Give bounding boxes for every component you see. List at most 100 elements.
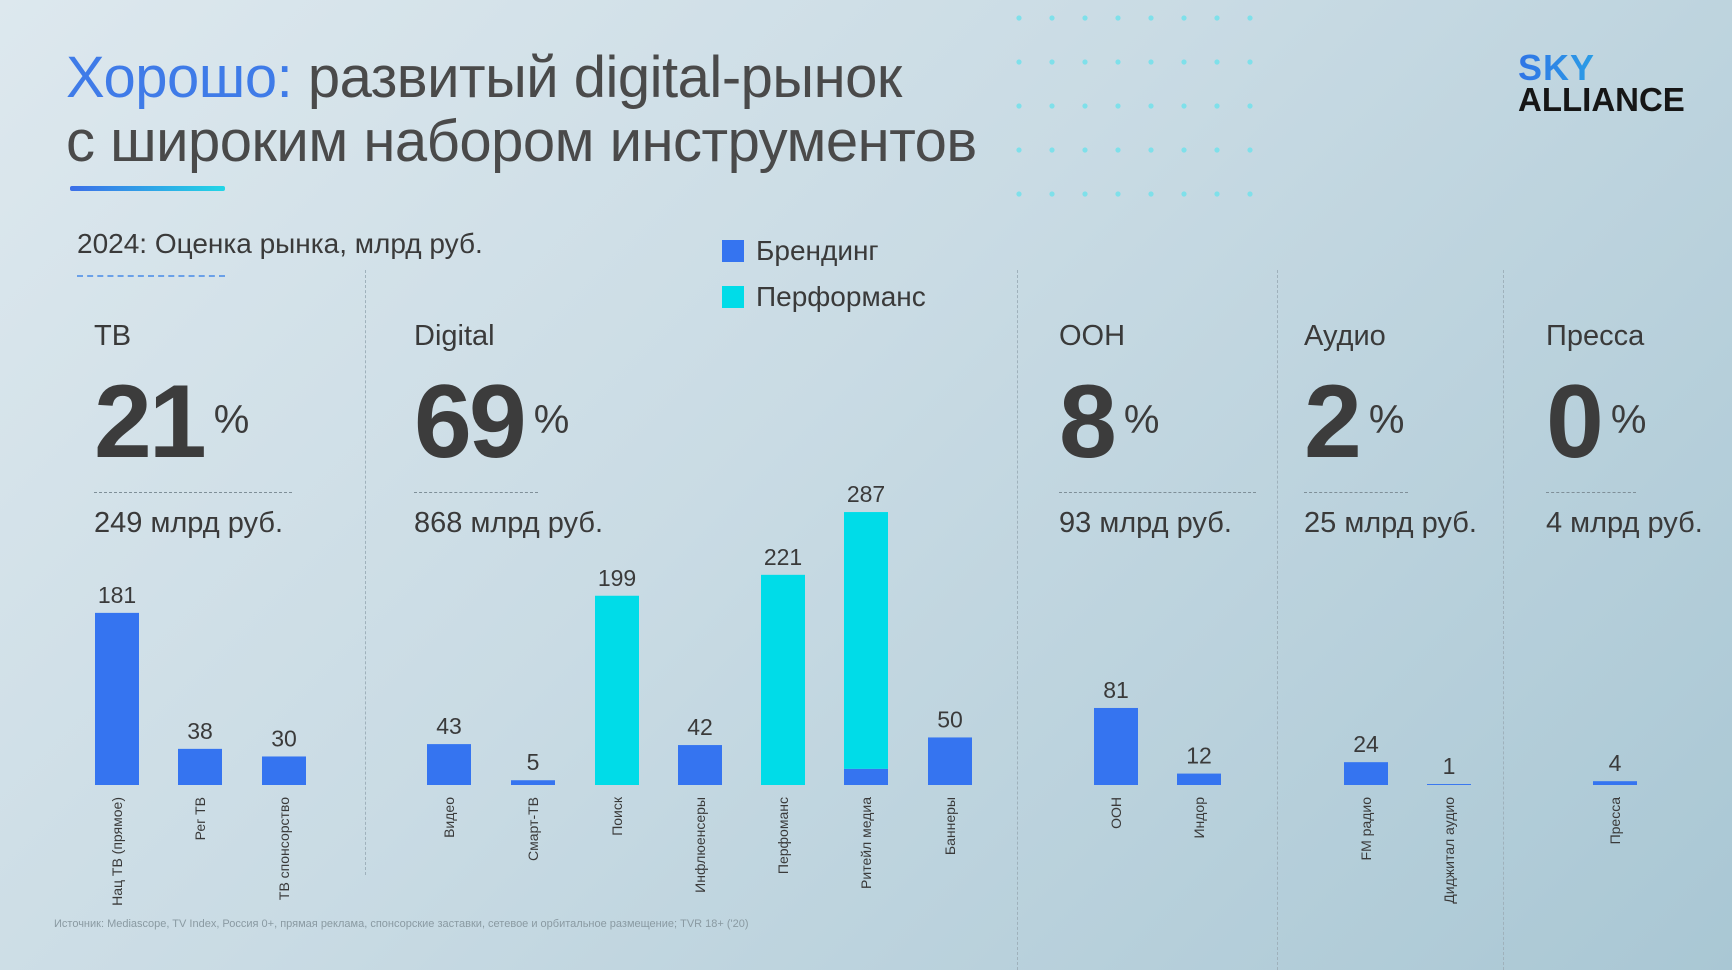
section-pct-sign-tv: % xyxy=(213,398,250,442)
bar-value-label: 38 xyxy=(187,718,213,744)
bar-performance xyxy=(761,574,805,785)
bar-value-label: 50 xyxy=(937,706,963,732)
section-pct-press: 0 xyxy=(1546,364,1604,480)
decor-dot xyxy=(1247,15,1253,21)
decor-dot xyxy=(1181,147,1187,153)
section-pct-sign-ooh: % xyxy=(1123,398,1160,442)
section-rule-audio xyxy=(1304,492,1408,493)
decor-dot xyxy=(1214,15,1220,21)
category-label: Поиск xyxy=(609,796,625,836)
category-label: Диджитал аудио xyxy=(1441,797,1457,904)
category-label: ООН xyxy=(1108,797,1124,829)
decorative-dot-grid xyxy=(1016,15,1253,197)
source-footnote: Источник: Mediascope, TV Index, Россия 0… xyxy=(54,918,749,930)
company-logo: SKY ALLIANCE xyxy=(1518,50,1693,118)
decor-dot xyxy=(1016,15,1022,21)
decor-dot xyxy=(1214,103,1220,109)
decor-dot xyxy=(1049,103,1055,109)
category-label: FM радио xyxy=(1358,797,1374,861)
logo-sky-text: SKY xyxy=(1518,50,1693,86)
section-total-audio: 25 млрд руб. xyxy=(1304,507,1477,539)
bar-branding xyxy=(1344,762,1388,785)
logo-alliance-text: ALLIANCE xyxy=(1518,81,1685,118)
chart-legend: Брендинг Перформанс xyxy=(722,228,926,320)
bar-branding xyxy=(844,768,888,785)
section-rule-press xyxy=(1546,492,1636,493)
decor-dot xyxy=(1016,59,1022,65)
section-audio: Аудио 2 % 25 млрд руб. xyxy=(1304,320,1477,540)
section-share-digital: 69 % xyxy=(414,364,603,480)
decor-dot xyxy=(1082,15,1088,21)
section-share-press: 0 % xyxy=(1546,364,1703,480)
section-rule-ooh xyxy=(1059,492,1256,493)
decor-dot xyxy=(1049,147,1055,153)
decor-dot xyxy=(1247,103,1253,109)
section-pct-sign-digital: % xyxy=(533,398,570,442)
legend-item-performance: Перформанс xyxy=(722,274,926,320)
title-line2: с широким набором инструментов xyxy=(66,109,977,174)
bar-branding xyxy=(95,612,139,785)
decor-dot xyxy=(1115,147,1121,153)
legend-label-branding: Брендинг xyxy=(756,235,879,266)
section-total-digital: 868 млрд руб. xyxy=(414,507,604,539)
section-press: Пресса 0 % 4 млрд руб. xyxy=(1546,320,1703,540)
decor-dot xyxy=(1148,103,1154,109)
decor-dot xyxy=(1247,191,1253,197)
title-accent: Хорошо: xyxy=(66,45,293,110)
section-divider-tv xyxy=(365,270,366,875)
category-label: Смарт-ТВ xyxy=(525,797,541,861)
bar-branding xyxy=(427,744,471,785)
decor-dot xyxy=(1214,191,1220,197)
decor-dot xyxy=(1082,147,1088,153)
decor-dot xyxy=(1181,59,1187,65)
decor-dot xyxy=(1148,191,1154,197)
category-label: Рег ТВ xyxy=(192,797,208,840)
section-total-tv: 249 млрд руб. xyxy=(94,507,284,539)
section-divider-audio xyxy=(1503,270,1504,970)
title-line1: развитый digital-рынок xyxy=(307,45,902,110)
decor-dot xyxy=(1016,147,1022,153)
decor-dot xyxy=(1115,15,1121,21)
bar-value-label: 5 xyxy=(527,749,540,775)
decor-dot xyxy=(1214,147,1220,153)
bar-value-label: 221 xyxy=(764,544,802,570)
decor-dot xyxy=(1016,191,1022,197)
category-label: Ритейл медиа xyxy=(858,797,874,889)
bar-value-label: 30 xyxy=(271,725,297,751)
category-label: Видео xyxy=(441,797,457,838)
section-pct-ooh: 8 xyxy=(1059,364,1117,480)
chart-subtitle: 2024: Оценка рынка, млрд руб. xyxy=(77,228,483,259)
bar-branding xyxy=(1427,784,1471,785)
bar-value-label: 12 xyxy=(1186,743,1212,769)
section-pct-digital: 69 xyxy=(414,364,527,480)
section-name-tv: ТВ xyxy=(94,320,132,352)
bar-value-label: 199 xyxy=(598,565,636,591)
decor-dot xyxy=(1049,59,1055,65)
decor-dot xyxy=(1082,191,1088,197)
category-label: Перфоманс xyxy=(775,797,791,874)
bar-value-label: 181 xyxy=(98,582,136,608)
bar-value-label: 287 xyxy=(847,481,885,507)
bar-performance xyxy=(595,595,639,785)
section-divider-ooh xyxy=(1277,270,1278,970)
subtitle-underline xyxy=(77,275,225,277)
bar-value-label: 24 xyxy=(1353,731,1379,757)
decor-dot xyxy=(1049,191,1055,197)
bar-branding xyxy=(1094,707,1138,785)
section-pct-tv: 21 xyxy=(94,364,207,480)
legend-swatch-performance xyxy=(722,286,744,308)
bar-branding xyxy=(1593,781,1637,785)
section-pct-audio: 2 xyxy=(1304,364,1362,480)
decor-dot xyxy=(1115,103,1121,109)
title-underline xyxy=(70,186,225,191)
category-label: Нац ТВ (прямое) xyxy=(109,797,125,906)
section-rule-tv xyxy=(94,492,292,493)
bar-performance xyxy=(844,512,888,769)
section-share-tv: 21 % xyxy=(94,364,292,480)
decor-dot xyxy=(1181,103,1187,109)
decor-dot xyxy=(1148,15,1154,21)
section-share-ooh: 8 % xyxy=(1059,364,1256,480)
category-label: ТВ спонсорство xyxy=(276,797,292,900)
section-ooh: OOH 8 % 93 млрд руб. xyxy=(1059,320,1256,540)
legend-item-branding: Брендинг xyxy=(722,228,926,274)
